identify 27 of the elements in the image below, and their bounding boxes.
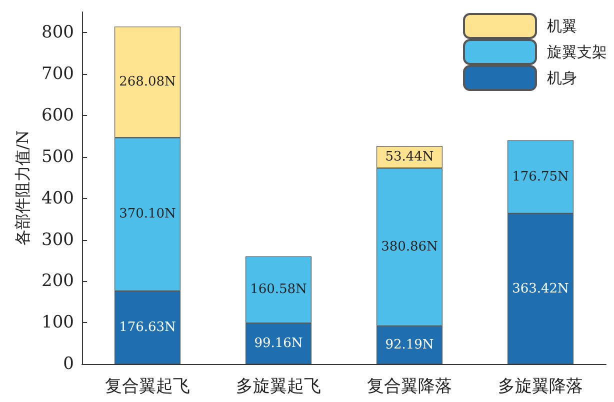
- y-tick-label: 800: [42, 22, 74, 43]
- data-label: 370.10N: [119, 206, 176, 222]
- x-tick-label: 复合翼起飞: [105, 376, 190, 396]
- x-tick-label: 多旋翼降落: [498, 376, 583, 396]
- y-axis-title: 各部件阻力值/N: [13, 130, 32, 246]
- y-tick-label: 200: [42, 271, 74, 292]
- y-tick-label: 500: [42, 146, 74, 167]
- data-label: 99.16N: [254, 336, 303, 351]
- legend-label: 旋翼支架: [547, 43, 607, 61]
- x-tick-label: 复合翼降落: [367, 376, 452, 396]
- legend-label: 机翼: [547, 17, 577, 35]
- y-tick-label: 600: [42, 106, 74, 126]
- legend-label: 机身: [547, 69, 577, 87]
- data-label: 176.75N: [512, 169, 569, 184]
- data-label: 363.42N: [512, 281, 569, 296]
- y-tick-label: 700: [42, 64, 74, 84]
- y-tick-label: 0: [63, 354, 74, 374]
- x-tick-label: 多旋翼起飞: [236, 376, 321, 396]
- y-tick-label: 100: [42, 312, 74, 333]
- data-label: 176.63N: [119, 320, 176, 335]
- data-label: 92.19N: [385, 337, 434, 352]
- y-tick-label: 300: [42, 230, 74, 250]
- y-tick-label: 400: [42, 188, 74, 208]
- data-label: 160.58N: [250, 282, 307, 298]
- data-label: 268.08N: [119, 74, 176, 90]
- data-label: 53.44N: [385, 150, 434, 165]
- data-label: 380.86N: [381, 239, 438, 254]
